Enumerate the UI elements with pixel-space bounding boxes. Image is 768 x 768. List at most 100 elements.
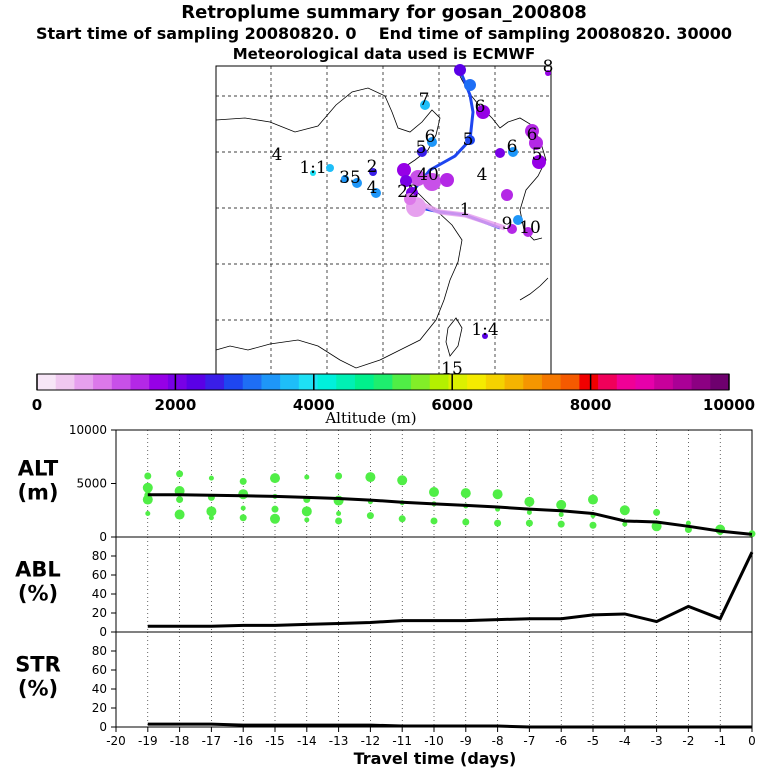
y-tick-label: 0 bbox=[99, 720, 107, 734]
map-label: 1 bbox=[460, 200, 471, 220]
x-tick-label: -11 bbox=[392, 734, 412, 748]
x-tick-label: -6 bbox=[555, 734, 567, 748]
colorbar-swatch bbox=[55, 374, 75, 390]
sampling-times: Start time of sampling 20080820. 0 End t… bbox=[0, 24, 768, 43]
map-marker bbox=[482, 333, 488, 339]
colorbar-swatch bbox=[616, 374, 636, 390]
x-tick-label: -13 bbox=[329, 734, 349, 748]
map-label: 5 bbox=[463, 130, 474, 150]
colorbar-swatch bbox=[149, 374, 169, 390]
x-tick-label: -18 bbox=[170, 734, 190, 748]
map-marker bbox=[523, 227, 533, 237]
altitude-scatter-point bbox=[430, 517, 438, 525]
panel-title: STR bbox=[15, 653, 61, 677]
colorbar-swatch bbox=[560, 374, 580, 390]
map-marker bbox=[464, 79, 476, 91]
y-tick-label: 60 bbox=[92, 568, 107, 582]
map-marker bbox=[423, 173, 441, 191]
x-tick-label: -10 bbox=[424, 734, 444, 748]
map-markers bbox=[310, 64, 551, 339]
altitude-scatter-point bbox=[366, 512, 374, 520]
y-tick-label: 0 bbox=[99, 625, 107, 639]
map-label: 10 bbox=[519, 218, 541, 238]
altitude-scatter-point bbox=[208, 475, 214, 481]
colorbar-swatch bbox=[541, 374, 562, 390]
x-tick-label: -3 bbox=[651, 734, 663, 748]
map-marker bbox=[495, 148, 505, 158]
colorbar-swatch bbox=[373, 374, 393, 390]
altitude-scatter-point bbox=[460, 488, 471, 499]
series-line bbox=[147, 551, 754, 628]
colorbar-swatch bbox=[224, 374, 244, 390]
panel-str: 0 20 40 60 80 STR(%) bbox=[15, 631, 753, 734]
altitude-scatter-point bbox=[304, 517, 310, 523]
altitude-scatter-point bbox=[492, 489, 503, 500]
altitude-scatter-point bbox=[271, 505, 279, 513]
x-tick-label: -1 bbox=[714, 734, 726, 748]
colorbar-swatch bbox=[710, 374, 730, 390]
altitude-scatter-point bbox=[239, 477, 247, 485]
map-marker bbox=[341, 175, 349, 183]
x-tick-label: -14 bbox=[297, 734, 317, 748]
map-label: 8 bbox=[543, 57, 554, 77]
altitude-scatter-point bbox=[336, 510, 342, 516]
end-time: End time of sampling 20080820. 30000 bbox=[378, 24, 733, 43]
colorbar-tick-label: 8000 bbox=[570, 396, 612, 414]
altitude-scatter-point bbox=[301, 506, 312, 517]
map-marker bbox=[513, 215, 523, 225]
x-tick-label: -15 bbox=[265, 734, 285, 748]
map-label: 6 bbox=[507, 137, 518, 157]
colorbar-swatch bbox=[448, 374, 468, 390]
map-marker bbox=[507, 224, 517, 234]
colorbar-swatch bbox=[411, 374, 431, 390]
colorbar-swatch bbox=[317, 374, 337, 390]
colorbar-swatch bbox=[598, 374, 618, 390]
colorbar-swatch bbox=[111, 374, 132, 390]
colorbar-swatch bbox=[93, 374, 113, 390]
altitude-scatter-point bbox=[558, 512, 564, 518]
map-marker bbox=[440, 173, 454, 187]
colorbar-tick-label: 4000 bbox=[293, 396, 335, 414]
colorbar-swatch bbox=[654, 374, 674, 390]
colorbar-tick-label: 10000 bbox=[703, 396, 755, 414]
colorbar-swatch bbox=[392, 374, 412, 390]
map-label: 1:4 bbox=[471, 320, 498, 340]
altitude-colorbar bbox=[36, 373, 730, 391]
altitude-scatter-point bbox=[588, 494, 598, 505]
map-marker bbox=[476, 105, 490, 119]
panel-abl: 0 20 40 60 80 ABL(%) bbox=[15, 536, 754, 639]
altitude-scatter-point bbox=[335, 517, 343, 525]
altitude-scatter-point bbox=[174, 509, 185, 520]
altitude-scatter-point bbox=[619, 505, 630, 516]
panel-units: (%) bbox=[18, 582, 58, 606]
map-marker bbox=[427, 137, 437, 147]
map-label: 6 bbox=[425, 127, 436, 147]
colorbar-swatch bbox=[167, 374, 188, 390]
trajectory-lines bbox=[410, 69, 506, 231]
colorbar-swatch bbox=[635, 374, 655, 390]
map-marker bbox=[397, 163, 411, 177]
map-label: 22 bbox=[397, 182, 419, 202]
map-label: 2 bbox=[367, 157, 378, 177]
altitude-scatter-point bbox=[397, 475, 408, 486]
map-marker bbox=[525, 124, 539, 138]
panel-units: (m) bbox=[17, 481, 58, 505]
colorbar-ticks: 0 2000 4000 6000 8000 10000 bbox=[32, 374, 755, 414]
x-tick-label: -17 bbox=[202, 734, 222, 748]
altitude-scatter-point bbox=[462, 518, 470, 526]
colorbar-swatch bbox=[691, 374, 711, 390]
map-marker bbox=[501, 189, 513, 201]
map-marker bbox=[508, 147, 518, 157]
panel-alt: 0 5000 10000 ALT(m) bbox=[17, 423, 756, 544]
map-label: 9 bbox=[502, 214, 513, 234]
colorbar-swatch bbox=[485, 374, 506, 390]
y-tick-label: 40 bbox=[92, 682, 107, 696]
altitude-scatter-point bbox=[270, 473, 280, 484]
altitude-scatter-point bbox=[494, 519, 502, 527]
y-tick-label: 80 bbox=[92, 644, 107, 658]
x-tick-label: 0 bbox=[748, 734, 756, 748]
colorbar-swatch bbox=[37, 374, 57, 390]
map-marker bbox=[420, 100, 430, 110]
